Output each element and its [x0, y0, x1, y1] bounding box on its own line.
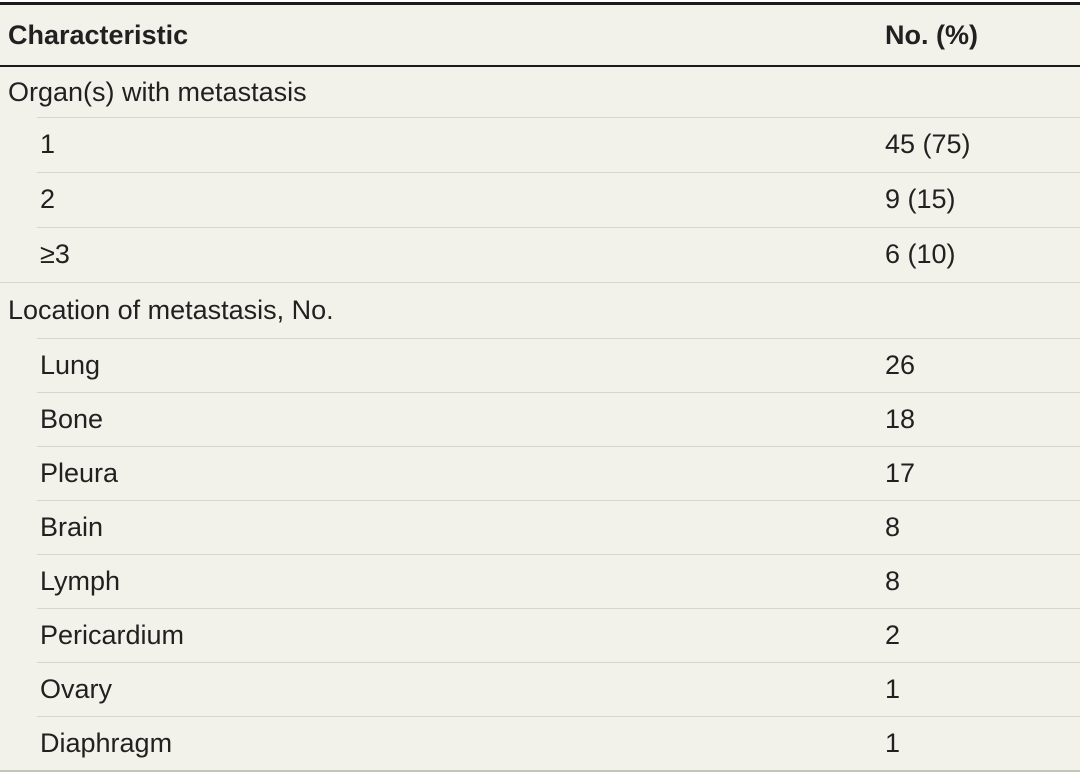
table-row: Brain 8 [0, 500, 1080, 554]
row-value: 2 [885, 619, 901, 650]
row-value: 1 [885, 673, 901, 704]
row-label: Diaphragm [40, 727, 173, 758]
row-label: Lymph [40, 565, 121, 596]
table-row: Lung 26 [0, 338, 1080, 392]
table-row: Lymph 8 [0, 554, 1080, 608]
section-header-location: Location of metastasis, No. [0, 282, 1080, 338]
row-label: Brain [40, 511, 104, 542]
section-header-organs: Organ(s) with metastasis [0, 67, 1080, 117]
table-row: Bone 18 [0, 392, 1080, 446]
row-value: 26 [885, 349, 916, 380]
table-row: Pericardium 2 [0, 608, 1080, 662]
column-header-characteristic: Characteristic [8, 19, 189, 50]
section-header-label: Organ(s) with metastasis [8, 76, 307, 107]
row-label: Lung [40, 349, 101, 380]
table-header-row: Characteristic No. (%) [0, 5, 1080, 67]
row-label: Ovary [40, 673, 113, 704]
row-value: 1 [885, 727, 901, 758]
table-row: ≥3 6 (10) [0, 227, 1080, 282]
row-label: 1 [40, 129, 56, 159]
row-value: 45 (75) [885, 129, 971, 159]
row-value: 8 [885, 511, 901, 542]
row-value: 6 (10) [885, 239, 956, 269]
row-label: 2 [40, 184, 56, 214]
table-row: 1 45 (75) [0, 117, 1080, 172]
table-row: Ovary 1 [0, 662, 1080, 716]
table-row: Diaphragm 1 [0, 716, 1080, 770]
row-label: Pericardium [40, 619, 185, 650]
table-row: 2 9 (15) [0, 172, 1080, 227]
row-value: 18 [885, 403, 916, 434]
row-label: Pleura [40, 457, 119, 488]
row-label: ≥3 [40, 239, 70, 269]
row-label: Bone [40, 403, 104, 434]
row-value: 17 [885, 457, 916, 488]
row-value: 9 (15) [885, 184, 956, 214]
row-value: 8 [885, 565, 901, 596]
column-header-value: No. (%) [885, 19, 978, 50]
section-header-label: Location of metastasis, No. [8, 295, 334, 325]
table-row: Pleura 17 [0, 446, 1080, 500]
